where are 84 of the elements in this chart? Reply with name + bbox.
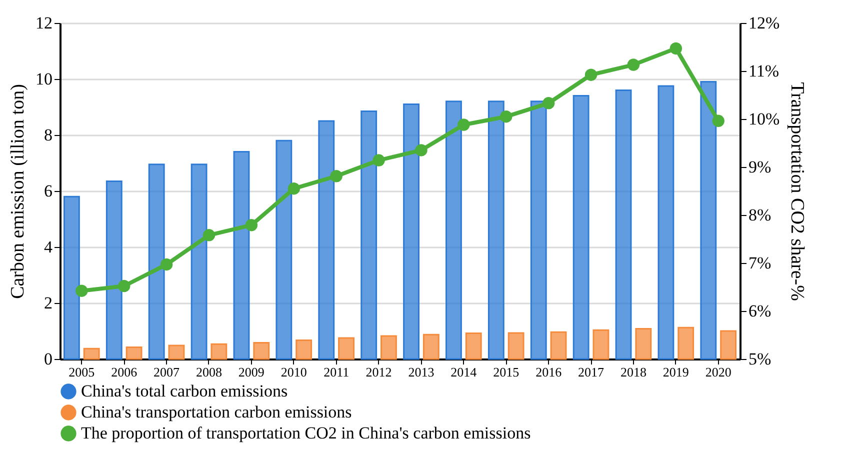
y-tick-label: 10 <box>36 70 52 88</box>
point <box>76 284 88 297</box>
bar <box>592 329 610 360</box>
point <box>670 42 682 55</box>
bar <box>488 100 504 360</box>
bar <box>190 164 208 360</box>
x-tick-label: 2019 <box>662 364 689 380</box>
bar <box>233 151 250 360</box>
y2-tick-label: 9% <box>748 158 772 176</box>
bar <box>83 348 100 360</box>
x-tick-label: 2015 <box>493 364 520 380</box>
bar <box>720 330 737 360</box>
y2-tick-label: 7% <box>748 254 772 272</box>
bar <box>106 180 122 360</box>
x-tick-label: 2013 <box>408 364 434 380</box>
point <box>500 110 512 123</box>
bar <box>550 331 567 360</box>
bar <box>148 164 165 360</box>
bar <box>296 339 312 360</box>
bar <box>658 85 674 360</box>
bar <box>403 103 420 360</box>
bar <box>615 89 632 360</box>
y-tick-label: 2 <box>44 294 52 312</box>
x-tick-label: 2006 <box>111 364 138 380</box>
point <box>288 182 300 195</box>
bar <box>678 326 694 360</box>
y-axis-title: Carbon emission (illion ton) <box>8 84 28 299</box>
x-tick-label: 2005 <box>68 364 95 380</box>
bar <box>126 346 142 360</box>
legend-label: China's total carbon emissions <box>81 382 288 400</box>
bar <box>380 335 397 360</box>
bar <box>360 110 378 360</box>
y-tick-label: 0 <box>44 350 52 368</box>
x-tick-label: 2011 <box>324 364 350 380</box>
x-tick-label: 2009 <box>238 364 264 380</box>
y-tick-label: 6 <box>44 182 52 200</box>
bar <box>338 337 354 360</box>
bar <box>318 120 335 360</box>
point <box>202 229 216 242</box>
x-tick-label: 2007 <box>154 364 180 380</box>
legend-label: The proportion of transportation CO2 in China's carbon emissions <box>81 424 531 442</box>
bar <box>635 328 652 360</box>
bar <box>446 100 462 360</box>
x-tick-label: 2012 <box>366 364 392 380</box>
bar <box>253 342 270 360</box>
bar <box>572 95 590 360</box>
x-tick-label: 2017 <box>578 364 605 380</box>
y2-tick-label: 5% <box>748 350 772 368</box>
y-tick-label: 8 <box>44 126 52 144</box>
bar <box>210 343 228 360</box>
point <box>372 154 385 166</box>
point <box>330 170 342 182</box>
point <box>584 68 598 81</box>
point <box>712 114 724 128</box>
y2-tick-label: 10% <box>748 110 780 128</box>
x-tick-label: 2010 <box>280 364 307 380</box>
y2-tick-label: 12% <box>748 14 780 32</box>
y2-tick-label: 8% <box>748 206 772 224</box>
point <box>627 58 640 71</box>
bar <box>465 332 482 360</box>
bar <box>63 196 80 360</box>
bar <box>168 344 185 360</box>
y2-axis-title: Transportation CO2 share-% <box>786 82 808 302</box>
point <box>118 280 130 292</box>
point <box>542 97 555 110</box>
x-tick-label: 2016 <box>536 364 562 380</box>
point <box>245 218 258 232</box>
x-tick-label: 2014 <box>450 364 478 380</box>
point <box>458 118 470 131</box>
y-tick-label: 12 <box>36 14 52 32</box>
point <box>415 144 428 156</box>
bar <box>530 100 547 360</box>
bar <box>422 334 440 360</box>
bar <box>276 140 292 360</box>
x-tick-label: 2018 <box>620 364 646 380</box>
point <box>160 258 173 271</box>
y2-tick-label: 6% <box>748 302 772 320</box>
y-tick-label: 4 <box>44 238 53 256</box>
x-tick-label: 2020 <box>705 364 732 380</box>
y2-tick-label: 11% <box>748 62 780 80</box>
legend-label: China's transportation carbon emissions <box>81 402 352 422</box>
bar <box>508 332 524 360</box>
bar <box>700 81 717 360</box>
x-tick-label: 2008 <box>196 364 222 380</box>
